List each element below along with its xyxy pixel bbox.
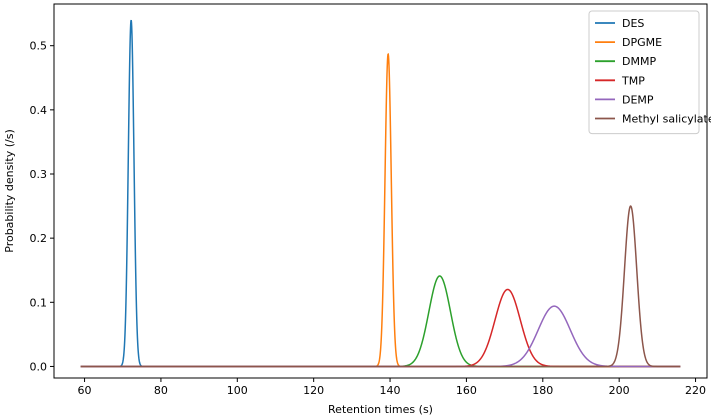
x-tick-label-2: 100 xyxy=(227,384,248,397)
ticks-layer: 60 80 100 120 140 160 180 200 220 0.0 0.1 0.2 0.3 0.4… xyxy=(30,40,707,397)
y-axis-label: Probability density (/s) xyxy=(3,129,16,253)
series-layer xyxy=(80,19,681,368)
legend-label-1: DPGME xyxy=(622,36,662,49)
x-tick-label-0: 60 xyxy=(78,384,92,397)
y-tick-label-1: 0.1 xyxy=(30,296,48,309)
legend-label-2: DMMP xyxy=(622,55,656,68)
legend-label-0: DES xyxy=(622,17,644,30)
x-tick-label-6: 180 xyxy=(532,384,553,397)
x-tick-label-7: 200 xyxy=(609,384,630,397)
legend-label-4: DEMP xyxy=(622,93,654,106)
legend-label-3: TMP xyxy=(621,74,645,87)
y-tick-label-2: 0.2 xyxy=(30,232,48,245)
x-tick-label-1: 80 xyxy=(154,384,168,397)
x-tick-label-8: 220 xyxy=(685,384,706,397)
x-tick-label-3: 120 xyxy=(303,384,324,397)
y-tick-label-5: 0.5 xyxy=(30,40,48,53)
legend: DES DPGME DMMP TMP DEMP Methyl salicylate xyxy=(588,10,711,135)
series-line-5 xyxy=(80,205,681,368)
x-tick-label-4: 140 xyxy=(380,384,401,397)
legend-box xyxy=(588,10,700,135)
y-tick-label-3: 0.3 xyxy=(30,168,48,181)
y-tick-label-0: 0.0 xyxy=(30,360,48,373)
x-axis-label: Retention times (s) xyxy=(328,403,433,416)
y-tick-label-4: 0.4 xyxy=(30,104,48,117)
x-tick-label-5: 160 xyxy=(456,384,477,397)
legend-label-5: Methyl salicylate xyxy=(622,113,711,126)
